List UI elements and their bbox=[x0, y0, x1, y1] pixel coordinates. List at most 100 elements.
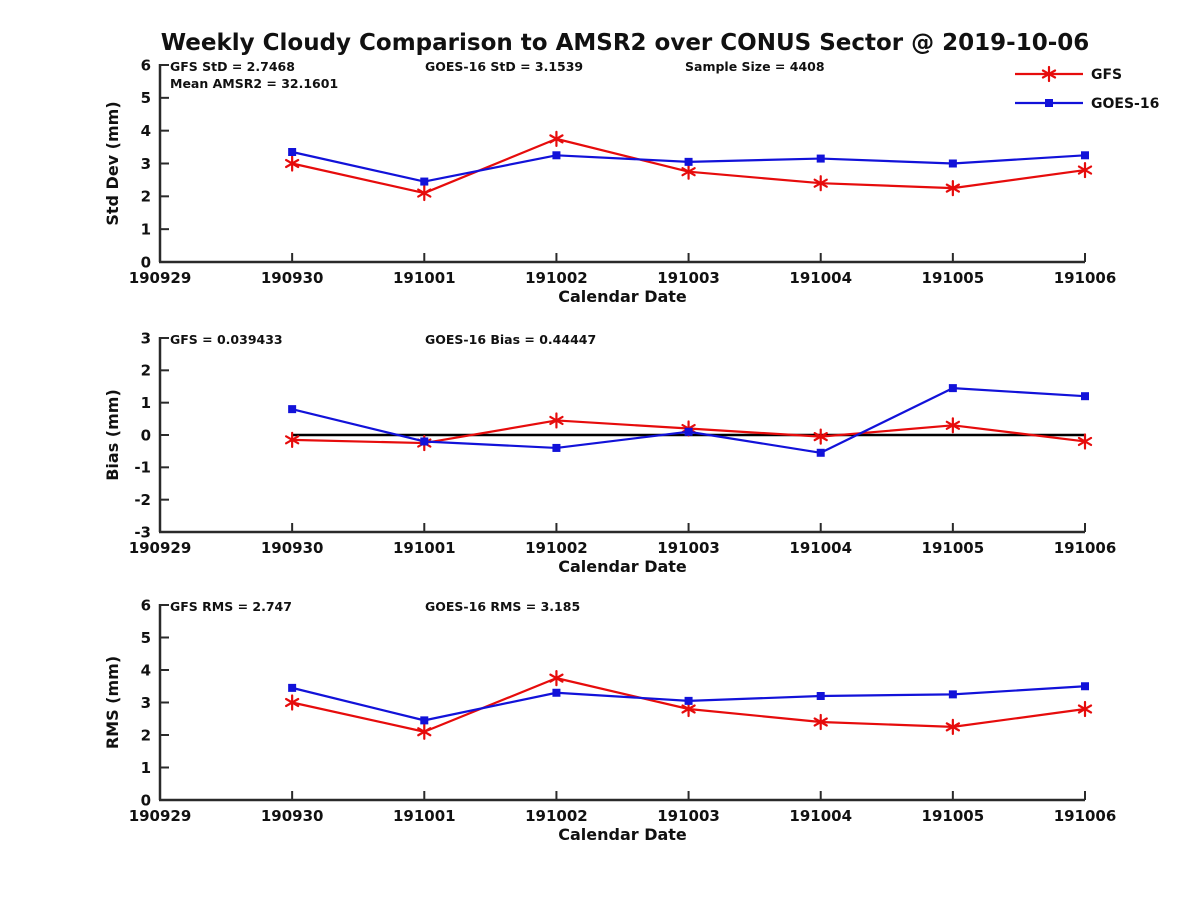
marker-gfs-std-dev bbox=[284, 158, 300, 169]
y-axis-title-std-dev: Std Dev (mm) bbox=[103, 101, 122, 225]
marker-goes-16-rms bbox=[816, 692, 825, 700]
y-tick-label-rms: 1 bbox=[141, 759, 151, 777]
x-tick-label-std-dev: 191001 bbox=[393, 269, 456, 287]
x-tick-label-rms: 190930 bbox=[261, 807, 324, 825]
x-axis-title-std-dev: Calendar Date bbox=[558, 287, 687, 306]
y-tick-label-rms: 0 bbox=[141, 791, 151, 809]
y-tick-label-bias: -3 bbox=[134, 523, 151, 541]
marker-gfs-std-dev bbox=[417, 188, 432, 198]
x-tick-label-bias: 191006 bbox=[1054, 539, 1117, 557]
x-tick-label-rms: 191001 bbox=[393, 807, 456, 825]
x-tick-label-bias: 190930 bbox=[261, 539, 324, 557]
x-tick-label-bias: 191005 bbox=[922, 539, 985, 557]
marker-goes-16-rms bbox=[420, 716, 429, 725]
chart-title: Weekly Cloudy Comparison to AMSR2 over C… bbox=[160, 30, 1090, 56]
marker-goes-16-std-dev bbox=[684, 157, 693, 166]
marker-goes-16-bias bbox=[420, 437, 429, 446]
y-tick-label-std-dev: 0 bbox=[141, 253, 151, 271]
legend-label-gfs: GFS bbox=[1091, 67, 1122, 83]
x-tick-label-bias: 190929 bbox=[129, 539, 192, 557]
x-tick-label-rms: 191006 bbox=[1054, 807, 1117, 825]
y-tick-label-std-dev: 1 bbox=[141, 221, 151, 239]
marker-goes-16-std-dev bbox=[288, 148, 297, 157]
marker-goes-16-rms bbox=[684, 696, 693, 705]
legend-marker-gfs bbox=[1041, 69, 1057, 79]
x-axis-title-bias: Calendar Date bbox=[558, 557, 687, 576]
y-tick-label-rms: 5 bbox=[141, 629, 151, 647]
marker-goes-16-std-dev bbox=[816, 154, 825, 163]
legend-marker-goes-16 bbox=[1045, 99, 1053, 107]
marker-gfs-rms bbox=[1077, 704, 1093, 714]
marker-gfs-rms bbox=[681, 704, 696, 714]
y-tick-label-std-dev: 5 bbox=[141, 89, 151, 107]
x-tick-label-std-dev: 191005 bbox=[922, 269, 985, 287]
marker-gfs-bias bbox=[284, 435, 300, 445]
marker-goes-16-bias bbox=[684, 427, 693, 436]
x-tick-label-rms: 191005 bbox=[922, 807, 985, 825]
marker-gfs-rms bbox=[417, 727, 432, 737]
x-tick-label-std-dev: 191006 bbox=[1054, 269, 1117, 287]
x-tick-label-rms: 190929 bbox=[129, 807, 192, 825]
y-tick-label-std-dev: 3 bbox=[141, 155, 151, 173]
marker-goes-16-std-dev bbox=[1081, 151, 1089, 160]
marker-gfs-std-dev bbox=[1077, 165, 1093, 175]
marker-goes-16-bias bbox=[948, 384, 957, 393]
stat-annotation-bias: GOES-16 Bias = 0.44447 bbox=[425, 332, 596, 347]
x-tick-label-bias: 191002 bbox=[525, 539, 588, 557]
marker-goes-16-std-dev bbox=[948, 159, 957, 168]
stat-annotation-std-dev: Mean AMSR2 = 32.1601 bbox=[170, 76, 338, 91]
stat-annotation-bias: GFS = 0.039433 bbox=[170, 332, 283, 347]
y-tick-label-bias: 2 bbox=[141, 362, 151, 380]
x-tick-label-rms: 191003 bbox=[657, 807, 720, 825]
x-tick-label-rms: 191004 bbox=[789, 807, 852, 825]
y-tick-label-rms: 6 bbox=[141, 596, 151, 614]
x-axis-title-rms: Calendar Date bbox=[558, 825, 687, 844]
marker-goes-16-bias bbox=[1081, 392, 1089, 401]
y-tick-label-bias: -1 bbox=[134, 459, 151, 477]
x-tick-label-std-dev: 191004 bbox=[789, 269, 852, 287]
marker-goes-16-bias bbox=[816, 448, 825, 457]
x-tick-label-rms: 191002 bbox=[525, 807, 588, 825]
y-tick-label-bias: 3 bbox=[141, 329, 151, 347]
marker-goes-16-rms bbox=[948, 690, 957, 699]
marker-gfs-bias bbox=[813, 432, 828, 442]
y-axis-title-rms: RMS (mm) bbox=[103, 656, 122, 749]
marker-goes-16-rms bbox=[552, 688, 561, 697]
stat-annotation-std-dev: Sample Size = 4408 bbox=[685, 59, 825, 74]
marker-gfs-std-dev bbox=[549, 134, 564, 144]
y-tick-label-std-dev: 4 bbox=[141, 122, 151, 140]
y-tick-label-rms: 3 bbox=[141, 694, 151, 712]
stat-annotation-rms: GOES-16 RMS = 3.185 bbox=[425, 599, 580, 614]
stat-annotation-rms: GFS RMS = 2.747 bbox=[170, 599, 292, 614]
y-tick-label-rms: 4 bbox=[141, 661, 151, 679]
x-tick-label-std-dev: 190929 bbox=[129, 269, 192, 287]
marker-goes-16-std-dev bbox=[420, 177, 429, 186]
y-tick-label-bias: 1 bbox=[141, 394, 151, 412]
x-tick-label-bias: 191004 bbox=[789, 539, 852, 557]
legend-label-goes-16: GOES-16 bbox=[1091, 96, 1159, 112]
marker-goes-16-rms bbox=[288, 683, 297, 692]
x-tick-label-bias: 191003 bbox=[657, 539, 720, 557]
y-tick-label-bias: 0 bbox=[141, 426, 151, 444]
y-tick-label-std-dev: 6 bbox=[141, 56, 151, 74]
marker-goes-16-bias bbox=[288, 405, 297, 414]
stat-annotation-std-dev: GOES-16 StD = 3.1539 bbox=[425, 59, 583, 74]
marker-goes-16-bias bbox=[552, 443, 561, 452]
marker-gfs-rms bbox=[549, 673, 564, 683]
y-tick-label-bias: -2 bbox=[134, 491, 151, 509]
marker-gfs-std-dev bbox=[681, 167, 696, 177]
y-tick-label-rms: 2 bbox=[141, 726, 151, 744]
marker-goes-16-rms bbox=[1081, 682, 1089, 691]
marker-goes-16-std-dev bbox=[552, 151, 561, 160]
x-tick-label-std-dev: 191002 bbox=[525, 269, 588, 287]
stat-annotation-std-dev: GFS StD = 2.7468 bbox=[170, 59, 295, 74]
y-axis-title-bias: Bias (mm) bbox=[103, 389, 122, 481]
marker-gfs-rms bbox=[945, 722, 961, 732]
y-tick-label-std-dev: 2 bbox=[141, 188, 151, 206]
marker-gfs-std-dev bbox=[945, 183, 961, 193]
x-tick-label-std-dev: 190930 bbox=[261, 269, 324, 287]
marker-gfs-bias bbox=[1077, 436, 1093, 447]
marker-gfs-bias bbox=[549, 415, 564, 426]
